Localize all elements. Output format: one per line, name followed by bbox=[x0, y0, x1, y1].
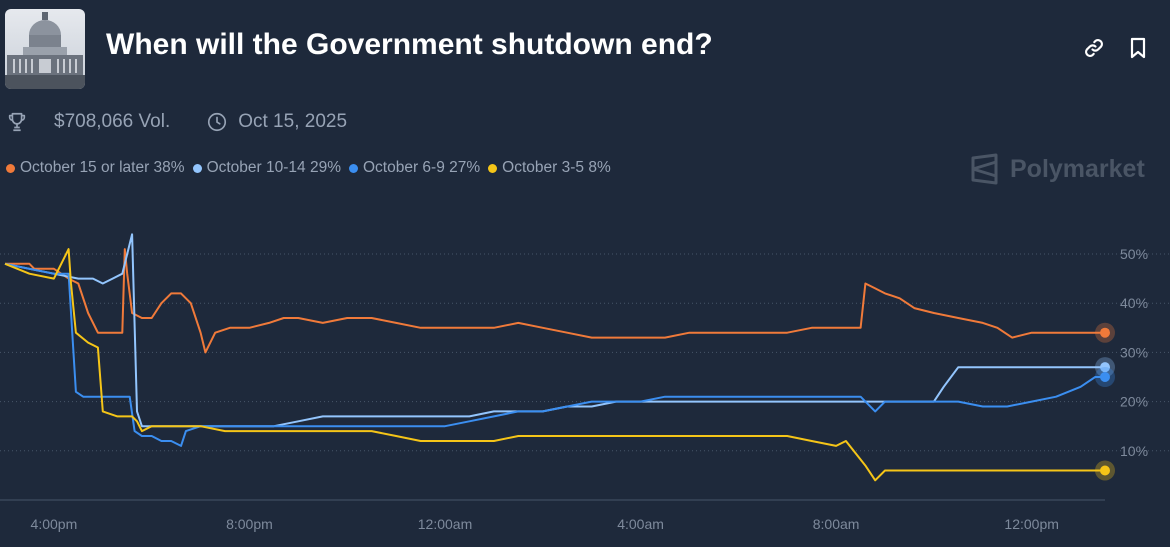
capitol-building-image bbox=[5, 9, 85, 89]
series-endpoint[interactable] bbox=[1100, 327, 1110, 338]
x-tick-label: 8:00am bbox=[813, 516, 860, 532]
y-tick-label: 10% bbox=[1120, 443, 1148, 459]
x-tick-label: 12:00pm bbox=[1004, 516, 1058, 532]
brand-name: Polymarket bbox=[1010, 154, 1145, 183]
y-tick-label: 20% bbox=[1120, 394, 1148, 410]
legend-item[interactable]: October 10-14 29% bbox=[192, 159, 341, 177]
market-thumbnail bbox=[5, 9, 85, 89]
bookmark-icon[interactable] bbox=[1126, 36, 1150, 60]
legend-dot bbox=[348, 163, 358, 173]
legend-label: October 6-9 27% bbox=[362, 159, 481, 176]
clock-icon bbox=[206, 111, 228, 133]
y-tick-label: 50% bbox=[1120, 246, 1148, 262]
series-endpoint[interactable] bbox=[1100, 372, 1110, 382]
legend-item[interactable]: October 6-9 27% bbox=[348, 159, 481, 177]
legend-item[interactable]: October 3-5 8% bbox=[488, 159, 611, 177]
series-endpoint[interactable] bbox=[1100, 465, 1110, 476]
trophy-icon bbox=[6, 111, 28, 133]
series-line[interactable] bbox=[4, 262, 1105, 447]
end-date-text: Oct 15, 2025 bbox=[238, 111, 348, 132]
legend-dot bbox=[192, 163, 202, 173]
link-icon[interactable] bbox=[1082, 36, 1106, 60]
x-tick-label: 12:00am bbox=[418, 516, 472, 532]
legend-dot bbox=[488, 163, 498, 173]
legend-label: October 15 or later 38% bbox=[20, 159, 185, 176]
chart-legend: October 15 or later 38% October 10-14 29… bbox=[6, 158, 619, 178]
series-endpoint[interactable] bbox=[1100, 362, 1110, 373]
market-title: When will the Government shutdown end? bbox=[106, 28, 713, 61]
series-line[interactable] bbox=[5, 248, 1105, 354]
legend-label: October 10-14 29% bbox=[206, 159, 341, 176]
y-tick-label: 30% bbox=[1120, 344, 1148, 360]
market-meta: $708,066 Vol. Oct 15, 2025 bbox=[6, 108, 347, 136]
legend-dot bbox=[6, 163, 15, 173]
polymarket-brand: Polymarket bbox=[970, 152, 1145, 186]
series-line[interactable] bbox=[4, 248, 1105, 482]
y-tick-label: 40% bbox=[1120, 295, 1148, 311]
polymarket-logo-icon bbox=[971, 153, 998, 185]
legend-label: October 3-5 8% bbox=[502, 159, 611, 176]
x-tick-label: 8:00pm bbox=[226, 516, 273, 532]
x-tick-label: 4:00am bbox=[617, 516, 664, 532]
x-tick-label: 4:00pm bbox=[31, 516, 78, 532]
price-history-chart[interactable]: 4:00pm 8:00pm 12:00am 4:00am 8:00am 12:00pm 1… bbox=[0, 190, 1170, 547]
volume-text: $708,066 Vol. bbox=[54, 111, 171, 132]
legend-item[interactable]: October 15 or later 38% bbox=[6, 159, 185, 177]
